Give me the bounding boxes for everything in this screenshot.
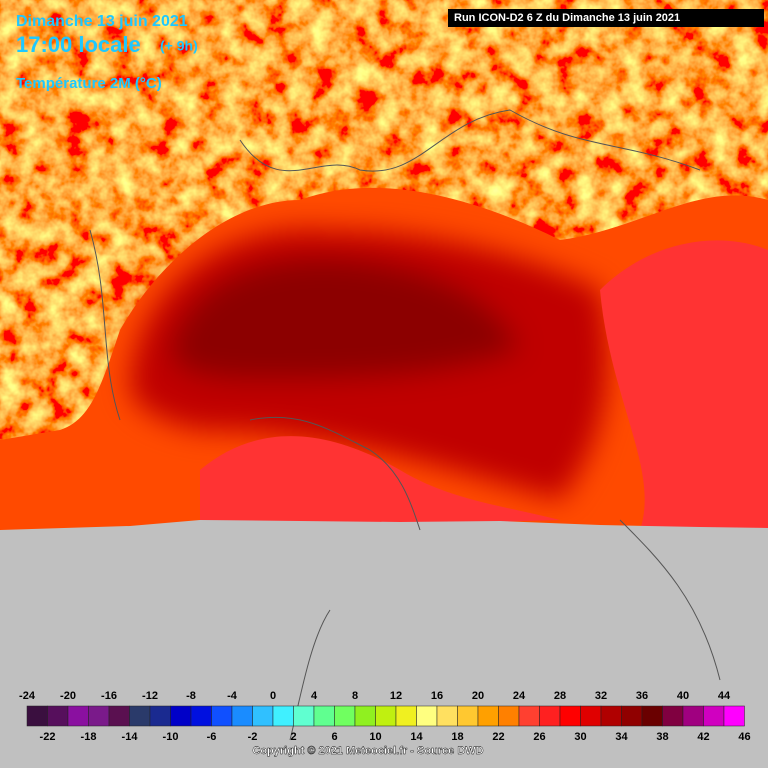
legend-swatch [723,705,745,727]
copyright: Copyright © 2021 Meteociel.fr - Source D… [252,745,483,757]
legend-tick-label: 28 [554,690,566,702]
legend-swatch [252,705,274,727]
legend-tick-label: -24 [19,690,36,702]
legend-swatch [149,705,171,727]
legend-tick-label: 34 [615,731,628,743]
legend-tick-label: 38 [656,731,668,743]
legend-swatch [580,705,602,727]
offset: (+ 9h) [160,38,198,54]
legend-swatch [313,705,335,727]
legend-swatch [477,705,499,727]
legend-swatch [539,705,561,727]
legend-swatch [518,705,540,727]
legend-swatch [67,705,89,727]
legend-tick-label: 44 [718,690,731,702]
legend-tick-label: -10 [163,731,179,743]
legend-swatch [334,705,356,727]
legend-swatch [354,705,376,727]
legend-swatch [457,705,479,727]
legend-tick-label: -16 [101,690,117,702]
parameter: Température 2M (°C) [16,75,162,92]
legend-tick-label: 18 [451,731,463,743]
legend-swatch [272,705,294,727]
legend-swatch [231,705,253,727]
legend-swatch [682,705,704,727]
legend-tick-label: 14 [410,731,423,743]
legend-tick-label: -14 [122,731,139,743]
legend-tick-label: 2 [290,731,296,743]
legend-swatch [375,705,397,727]
legend-tick-label: -18 [81,731,97,743]
legend-tick-label: 24 [513,690,526,702]
legend-tick-label: 20 [472,690,484,702]
legend-swatch [395,705,417,727]
ligurian-sea [200,436,560,530]
borders [89,109,721,741]
po-valley [129,228,608,501]
legend-swatch [559,705,581,727]
date: Dimanche 13 juin 2021 [16,13,188,30]
legend-swatch [129,705,151,727]
legend-tick-label: -4 [227,690,238,702]
legend-tick-label: -6 [207,731,217,743]
run-box [448,9,764,27]
legend-swatch [498,705,520,727]
legend-swatch [190,705,212,727]
legend-tick-label: 12 [390,690,402,702]
adriatic-sea [600,240,768,531]
legend-tick-label: 26 [533,731,545,743]
legend-tick-label: 8 [352,690,358,702]
legend-tick-label: 42 [697,731,709,743]
legend-swatch [600,705,622,727]
legend-tick-label: 32 [595,690,607,702]
legend-swatch [641,705,663,727]
time: 17:00 locale [16,32,141,57]
legend-swatch [108,705,130,727]
legend-tick-label: 36 [636,690,648,702]
legend-tick-label: 6 [331,731,337,743]
legend-tick-label: 4 [311,690,318,702]
no-data-area [0,520,768,768]
legend-swatch [293,705,315,727]
legend-tick-label: 46 [738,731,750,743]
legend-tick-label: 22 [492,731,504,743]
legend-swatch [47,705,69,727]
legend-swatch [26,705,48,727]
legend-swatch [211,705,233,727]
legend-tick-label: 40 [677,690,689,702]
legend-tick-label: 16 [431,690,443,702]
legend-swatch [621,705,643,727]
legend-swatch [703,705,725,727]
legend-swatch [662,705,684,727]
legend-tick-label: 0 [270,690,276,702]
legend-tick-label: -22 [40,731,56,743]
legend-swatch [88,705,110,727]
legend-tick-label: 30 [574,731,586,743]
legend-swatch [436,705,458,727]
run-label: Run ICON-D2 6 Z du Dimanche 13 juin 2021 [454,12,680,24]
legend-tick-label: -8 [186,690,196,702]
legend-tick-label: -20 [60,690,76,702]
legend-tick-label: -12 [142,690,158,702]
legend-tick-label: 10 [369,731,381,743]
legend-swatch [416,705,438,727]
legend-tick-label: -2 [248,731,258,743]
legend-swatch [170,705,192,727]
